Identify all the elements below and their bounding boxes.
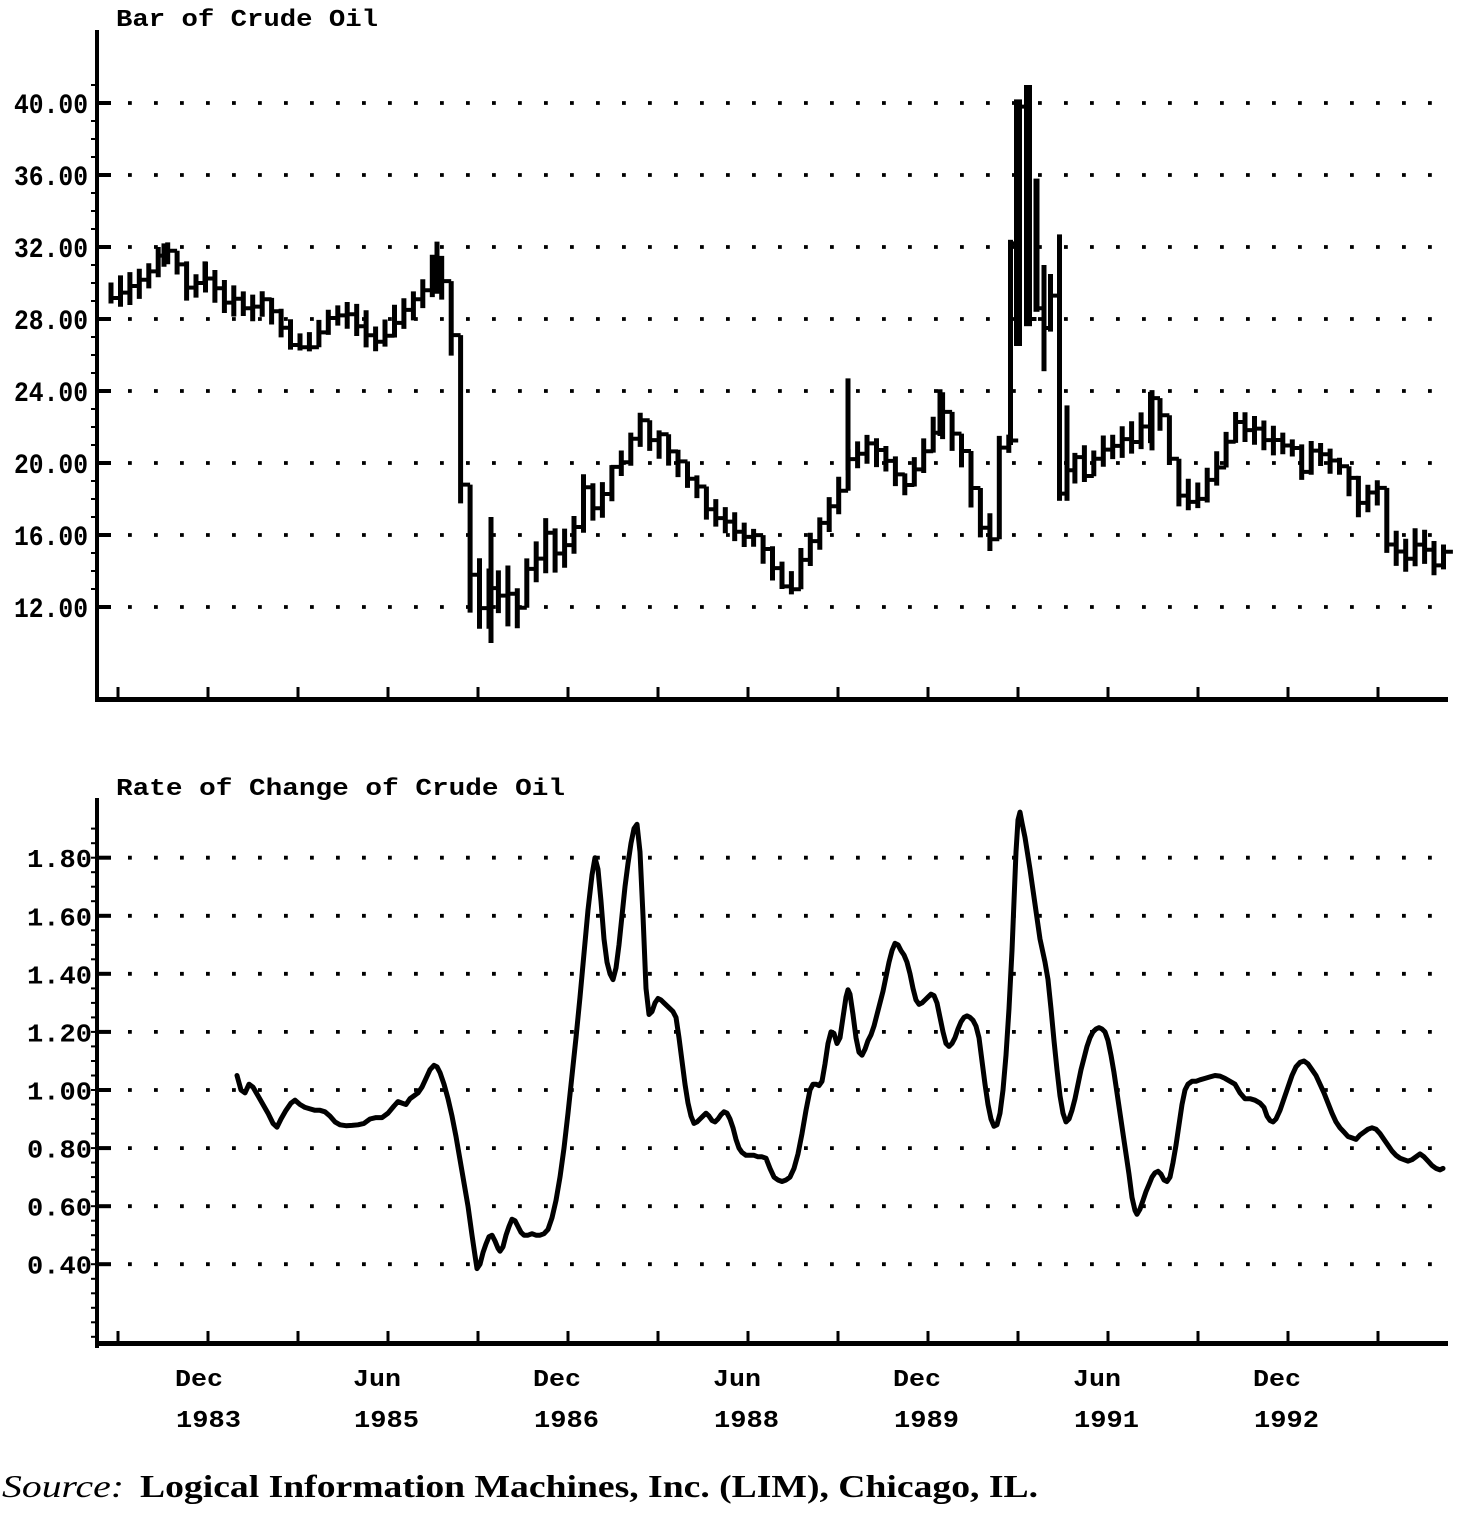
svg-text:Dec: Dec: [175, 1367, 223, 1394]
svg-text:1992: 1992: [1254, 1408, 1319, 1435]
svg-text:1986: 1986: [534, 1408, 599, 1435]
svg-text:24.00: 24.00: [14, 379, 88, 410]
svg-text:0.60: 0.60: [27, 1194, 92, 1224]
svg-text:16.00: 16.00: [14, 523, 88, 554]
svg-text:36.00: 36.00: [14, 163, 88, 194]
svg-text:Logical Information Machines,: Logical Information Machines, Inc. (LIM)…: [140, 1468, 1038, 1504]
svg-text:0.80: 0.80: [27, 1136, 92, 1166]
svg-text:Source:: Source:: [2, 1468, 124, 1504]
svg-text:40.00: 40.00: [14, 91, 88, 122]
svg-text:1.60: 1.60: [27, 903, 92, 933]
svg-text:1983: 1983: [176, 1408, 241, 1435]
svg-text:1.00: 1.00: [27, 1078, 92, 1108]
svg-text:Dec: Dec: [1253, 1367, 1301, 1394]
svg-text:1989: 1989: [894, 1408, 959, 1435]
svg-text:Dec: Dec: [893, 1367, 941, 1394]
svg-text:Dec: Dec: [533, 1367, 581, 1394]
svg-text:Jun: Jun: [713, 1367, 761, 1394]
svg-text:Jun: Jun: [353, 1367, 401, 1394]
svg-text:1.80: 1.80: [27, 845, 92, 875]
svg-text:0.40: 0.40: [27, 1252, 92, 1282]
svg-text:Jun: Jun: [1073, 1367, 1121, 1394]
svg-text:1.40: 1.40: [27, 961, 92, 991]
svg-text:20.00: 20.00: [14, 451, 88, 482]
svg-text:Rate of Change of Crude Oil: Rate of Change of Crude Oil: [116, 776, 565, 803]
svg-text:1991: 1991: [1074, 1408, 1139, 1435]
svg-text:1985: 1985: [354, 1408, 419, 1435]
svg-text:12.00: 12.00: [14, 595, 88, 626]
svg-text:Bar of Crude Oil: Bar of Crude Oil: [116, 7, 378, 34]
svg-text:1988: 1988: [714, 1408, 779, 1435]
svg-text:28.00: 28.00: [14, 307, 88, 338]
svg-text:1.20: 1.20: [27, 1019, 92, 1049]
svg-text:32.00: 32.00: [14, 235, 88, 266]
